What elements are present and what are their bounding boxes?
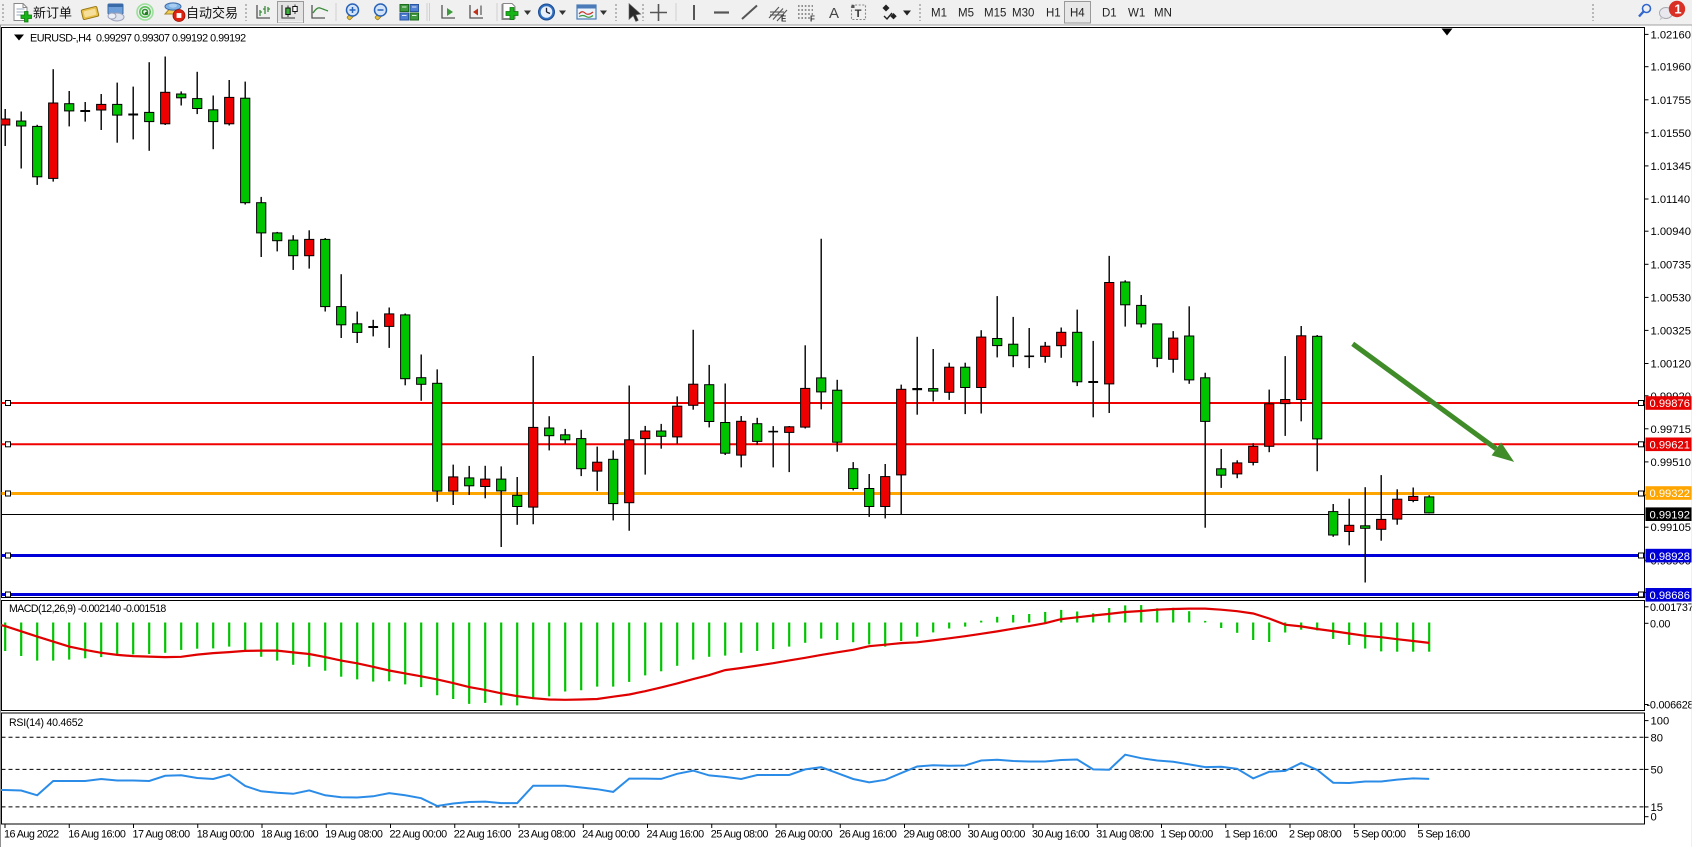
svg-text:22 Aug 00:00: 22 Aug 00:00	[390, 829, 448, 841]
svg-text:2 Sep 08:00: 2 Sep 08:00	[1289, 829, 1342, 841]
svg-text:16 Aug 16:00: 16 Aug 16:00	[68, 829, 126, 841]
svg-text:24 Aug 00:00: 24 Aug 00:00	[582, 829, 640, 841]
svg-text:0: 0	[1651, 812, 1657, 824]
svg-text:RSI(14) 40.4652: RSI(14) 40.4652	[9, 717, 83, 729]
svg-text:15: 15	[1651, 802, 1663, 814]
svg-text:0.99621: 0.99621	[1650, 440, 1690, 452]
svg-text:30 Aug 00:00: 30 Aug 00:00	[968, 829, 1026, 841]
svg-text:18 Aug 16:00: 18 Aug 16:00	[261, 829, 319, 841]
svg-text:1 Sep 00:00: 1 Sep 00:00	[1161, 829, 1214, 841]
svg-text:EURUSD-,H4 0.99297 0.99307 0.: EURUSD-,H4 0.99297 0.99307 0.99192 0.991…	[30, 33, 246, 45]
svg-text:5 Sep 16:00: 5 Sep 16:00	[1418, 829, 1471, 841]
svg-text:F: F	[810, 15, 815, 24]
svg-text:D1: D1	[1102, 8, 1117, 20]
svg-text:0.99510: 0.99510	[1651, 457, 1691, 469]
svg-text:19 Aug 08:00: 19 Aug 08:00	[325, 829, 383, 841]
svg-text:0.99322: 0.99322	[1650, 488, 1690, 500]
svg-text:25 Aug 08:00: 25 Aug 08:00	[711, 829, 769, 841]
svg-text:W1: W1	[1128, 8, 1145, 20]
svg-text:0.001737: 0.001737	[1650, 602, 1692, 614]
svg-text:17 Aug 08:00: 17 Aug 08:00	[133, 829, 191, 841]
svg-text:1.00735: 1.00735	[1651, 259, 1691, 271]
svg-text:0.99105: 0.99105	[1651, 522, 1691, 534]
svg-text:M5: M5	[958, 8, 974, 20]
svg-text:1.01960: 1.01960	[1651, 62, 1691, 74]
svg-text:1.00120: 1.00120	[1651, 359, 1691, 371]
svg-text:0.98928: 0.98928	[1650, 551, 1690, 563]
svg-text:5 Sep 00:00: 5 Sep 00:00	[1353, 829, 1406, 841]
svg-text:0.00: 0.00	[1650, 618, 1670, 630]
svg-text:24 Aug 16:00: 24 Aug 16:00	[647, 829, 705, 841]
svg-text:新订单: 新订单	[33, 6, 72, 21]
svg-text:1.00530: 1.00530	[1651, 292, 1691, 304]
svg-text:16 Aug 2022: 16 Aug 2022	[4, 829, 59, 841]
svg-text:30 Aug 16:00: 30 Aug 16:00	[1032, 829, 1090, 841]
svg-text:26 Aug 16:00: 26 Aug 16:00	[839, 829, 897, 841]
svg-text:MN: MN	[1154, 8, 1172, 20]
svg-text:26 Aug 00:00: 26 Aug 00:00	[775, 829, 833, 841]
svg-text:22 Aug 16:00: 22 Aug 16:00	[454, 829, 512, 841]
svg-text:1.00940: 1.00940	[1651, 226, 1691, 238]
svg-text:29 Aug 08:00: 29 Aug 08:00	[904, 829, 962, 841]
svg-text:1: 1	[1674, 1, 1681, 16]
svg-text:100: 100	[1651, 716, 1670, 728]
svg-text:1.00325: 1.00325	[1651, 325, 1691, 337]
svg-text:50: 50	[1651, 764, 1663, 776]
svg-text:0.99192: 0.99192	[1650, 509, 1690, 521]
svg-text:H4: H4	[1070, 8, 1085, 20]
svg-text:H1: H1	[1046, 8, 1061, 20]
svg-text:18 Aug 00:00: 18 Aug 00:00	[197, 829, 255, 841]
svg-text:1.01345: 1.01345	[1651, 161, 1691, 173]
svg-text:自动交易: 自动交易	[186, 6, 238, 21]
svg-text:E: E	[781, 15, 787, 24]
svg-text:31 Aug 08:00: 31 Aug 08:00	[1096, 829, 1154, 841]
svg-text:0.99715: 0.99715	[1651, 424, 1691, 436]
svg-text:-0.006628: -0.006628	[1647, 700, 1692, 712]
svg-text:M15: M15	[984, 8, 1006, 20]
svg-text:0.99876: 0.99876	[1650, 398, 1690, 410]
svg-text:80: 80	[1651, 732, 1663, 744]
svg-text:A: A	[829, 5, 839, 22]
svg-text:1.01550: 1.01550	[1651, 128, 1691, 140]
svg-text:1.01140: 1.01140	[1651, 194, 1691, 206]
svg-text:1.01755: 1.01755	[1651, 95, 1691, 107]
svg-text:1 Sep 16:00: 1 Sep 16:00	[1225, 829, 1278, 841]
svg-text:M1: M1	[931, 8, 947, 20]
svg-text:23 Aug 08:00: 23 Aug 08:00	[518, 829, 576, 841]
svg-text:0.98686: 0.98686	[1650, 590, 1690, 602]
svg-text:1.02160: 1.02160	[1651, 29, 1691, 41]
svg-text:T: T	[855, 8, 862, 20]
svg-text:M30: M30	[1012, 8, 1034, 20]
svg-text:MACD(12,26,9) -0.002140 -0.001: MACD(12,26,9) -0.002140 -0.001518	[9, 603, 166, 615]
